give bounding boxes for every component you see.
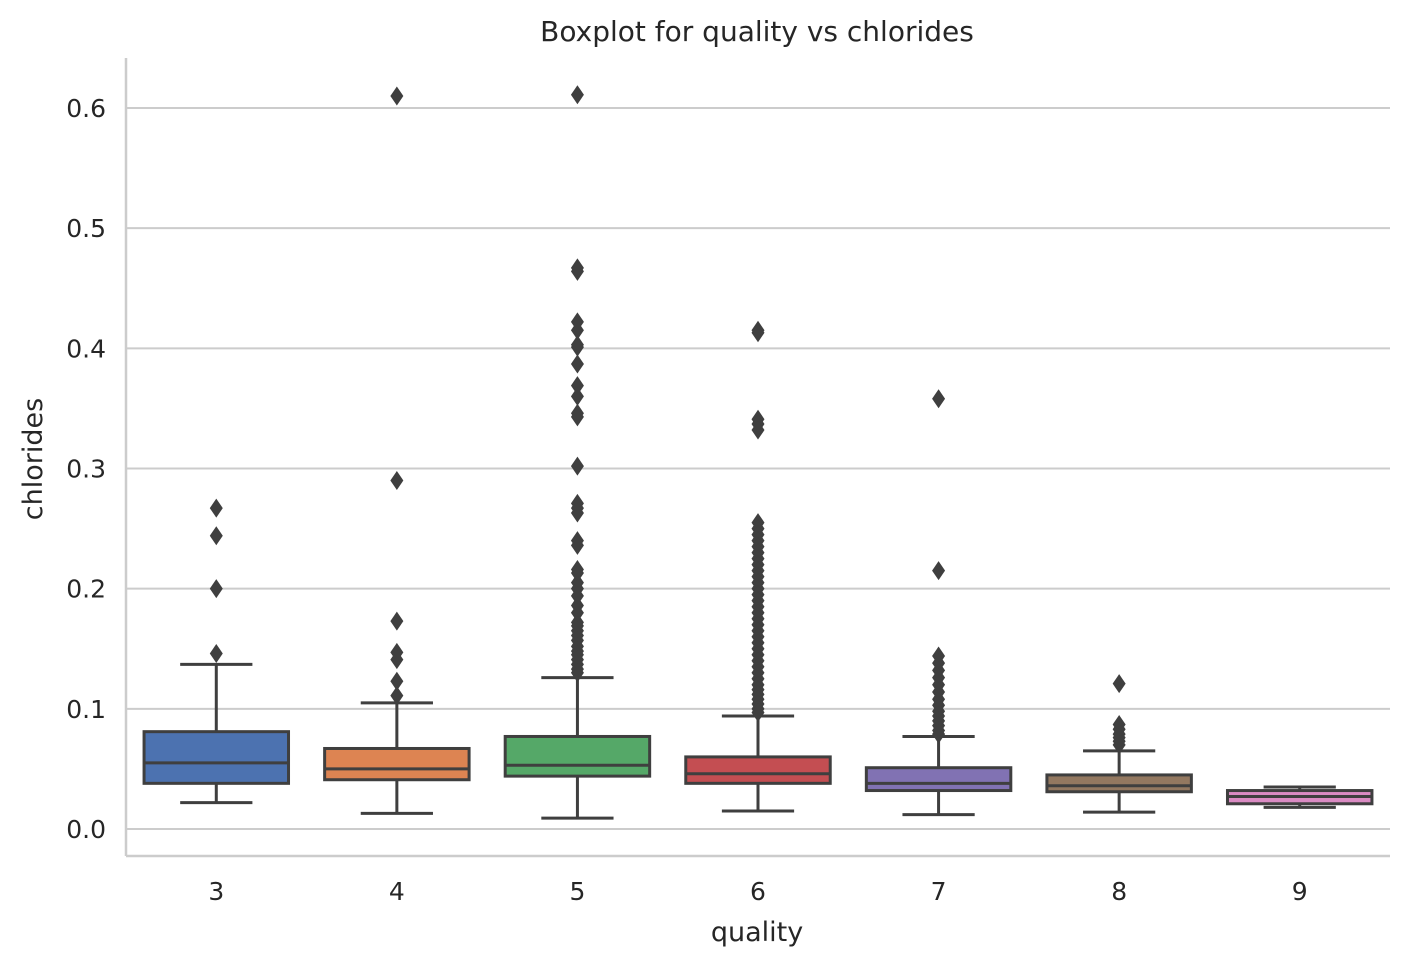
outlier-point [751,702,765,722]
box-3 [142,498,291,805]
outlier-point [390,611,404,631]
box-8 [1045,674,1193,814]
outlier-point [570,503,584,523]
outlier-point [751,420,765,440]
outlier-point [209,526,223,546]
outlier-point [209,579,223,599]
y-tick-labels: 0.0 0.1 0.2 0.3 0.4 0.5 0.6 [66,94,106,844]
iqr-box [864,766,1013,793]
outlier-point [932,724,946,744]
outlier-point [570,386,584,406]
outlier-point [932,561,946,581]
y-tick-label: 0.4 [66,334,106,363]
outlier-point [390,671,404,691]
outlier-point [570,376,584,396]
iqr-box [503,734,652,778]
axes-spines [124,58,1390,858]
outlier-point [390,686,404,706]
x-tick-label: 6 [750,877,766,906]
x-axis-title: quality [711,917,803,948]
boxes [142,85,1374,820]
x-tick-labels: 3 4 5 6 7 8 9 [208,877,1307,906]
outlier-point [570,261,584,281]
box-9 [1225,785,1374,809]
outlier-point [390,650,404,670]
x-tick-label: 3 [208,877,224,906]
y-axis-title: chlorides [18,398,49,520]
outlier-point [570,407,584,427]
outlier-point [932,389,946,409]
x-tick-label: 9 [1292,877,1308,906]
outlier-point [1112,735,1126,755]
outlier-point [209,644,223,664]
y-tick-label: 0.3 [66,455,106,484]
x-tick-label: 4 [389,877,405,906]
outlier-point [751,323,765,343]
iqr-box [142,730,291,785]
x-tick-label: 5 [569,877,585,906]
x-tick-label: 8 [1111,877,1127,906]
outlier-point [570,456,584,476]
outlier-point [570,603,584,623]
outlier-point [570,337,584,357]
y-tick-label: 0.6 [66,94,106,123]
outlier-point [390,86,404,106]
iqr-box [684,755,832,785]
outlier-point [570,663,584,683]
x-tick-label: 7 [931,877,947,906]
y-tick-label: 0.2 [66,575,106,604]
iqr-box [323,746,471,782]
y-tick-label: 0.0 [66,815,106,844]
outlier-point [570,320,584,340]
outlier-point [570,354,584,374]
box-5 [503,85,652,820]
box-6 [684,320,832,813]
outlier-point [1112,674,1126,694]
iqr-box [1045,773,1193,794]
y-tick-label: 0.1 [66,695,106,724]
outlier-point [570,586,584,606]
outlier-point [570,563,584,583]
outlier-point [390,471,404,491]
box-4 [323,86,471,815]
outlier-point [570,85,584,105]
y-tick-label: 0.5 [66,214,106,243]
box-7 [864,389,1013,817]
chart-title: Boxplot for quality vs chlorides [540,15,974,48]
outlier-point [570,535,584,555]
outlier-point [209,498,223,518]
